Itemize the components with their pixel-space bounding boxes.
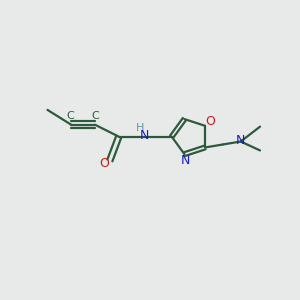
Text: N: N <box>181 154 190 167</box>
Text: C: C <box>91 111 99 121</box>
Text: O: O <box>206 115 215 128</box>
Text: C: C <box>67 111 74 121</box>
Text: H: H <box>136 123 144 133</box>
Text: N: N <box>140 129 149 142</box>
Text: N: N <box>236 134 245 146</box>
Text: O: O <box>100 157 110 170</box>
